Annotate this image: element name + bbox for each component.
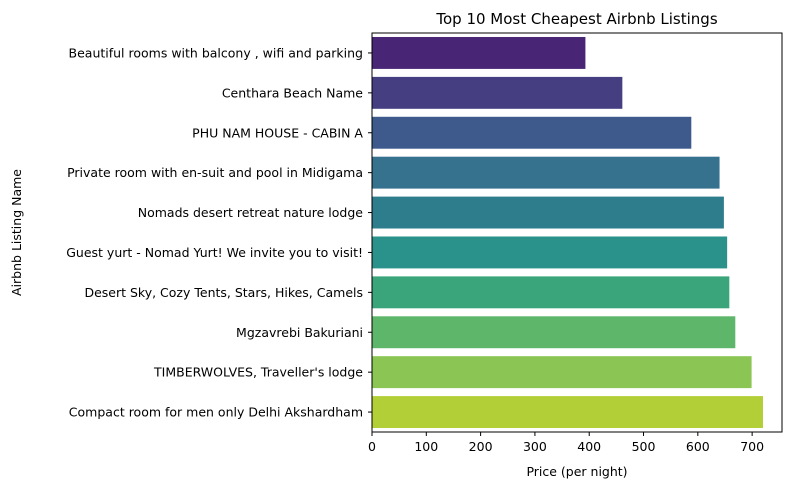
x-ticks-layer: 0 100 200 300 400 500 600 700 [368,432,764,454]
bar [372,316,736,349]
bar [372,156,720,189]
x-tick-label: 400 [577,439,601,454]
y-tick-label: Guest yurt - Nomad Yurt! We invite you t… [66,245,363,260]
x-tick-label: 300 [523,439,547,454]
chart-title: Top 10 Most Cheapest Airbnb Listings [435,10,717,28]
bar [372,36,586,69]
y-tick-label: PHU NAM HOUSE - CABIN A [192,125,363,140]
y-tick-label: Mgzavrebi Bakuriani [236,325,363,340]
y-tick-label: Compact room for men only Delhi Akshardh… [69,405,363,420]
x-tick-label: 700 [740,439,764,454]
y-tick-label: Centhara Beach Name [222,85,363,100]
bar [372,276,730,309]
x-axis-label: Price (per night) [526,464,627,479]
x-tick-label: 100 [414,439,438,454]
x-tick-label: 200 [469,439,493,454]
x-tick-label: 600 [686,439,710,454]
x-tick-label: 0 [368,439,376,454]
y-axis-label: Airbnb Listing Name [9,169,24,296]
y-tick-label: TIMBERWOLVES, Traveller's lodge [153,365,363,380]
bar [372,396,763,429]
y-tick-label: Private room with en-suit and pool in Mi… [67,165,363,180]
bars-layer [372,36,763,429]
bar [372,76,623,109]
bar [372,356,752,389]
bar [372,116,692,149]
x-tick-label: 500 [632,439,656,454]
bar [372,236,728,269]
plot-frame [371,32,783,433]
y-ticks-layer: Beautiful rooms with balcony , wifi and … [66,45,372,420]
y-tick-label: Desert Sky, Cozy Tents, Stars, Hikes, Ca… [84,285,363,300]
bar [372,196,724,229]
y-tick-label: Nomads desert retreat nature lodge [138,205,364,220]
y-tick-label: Beautiful rooms with balcony , wifi and … [69,45,363,60]
